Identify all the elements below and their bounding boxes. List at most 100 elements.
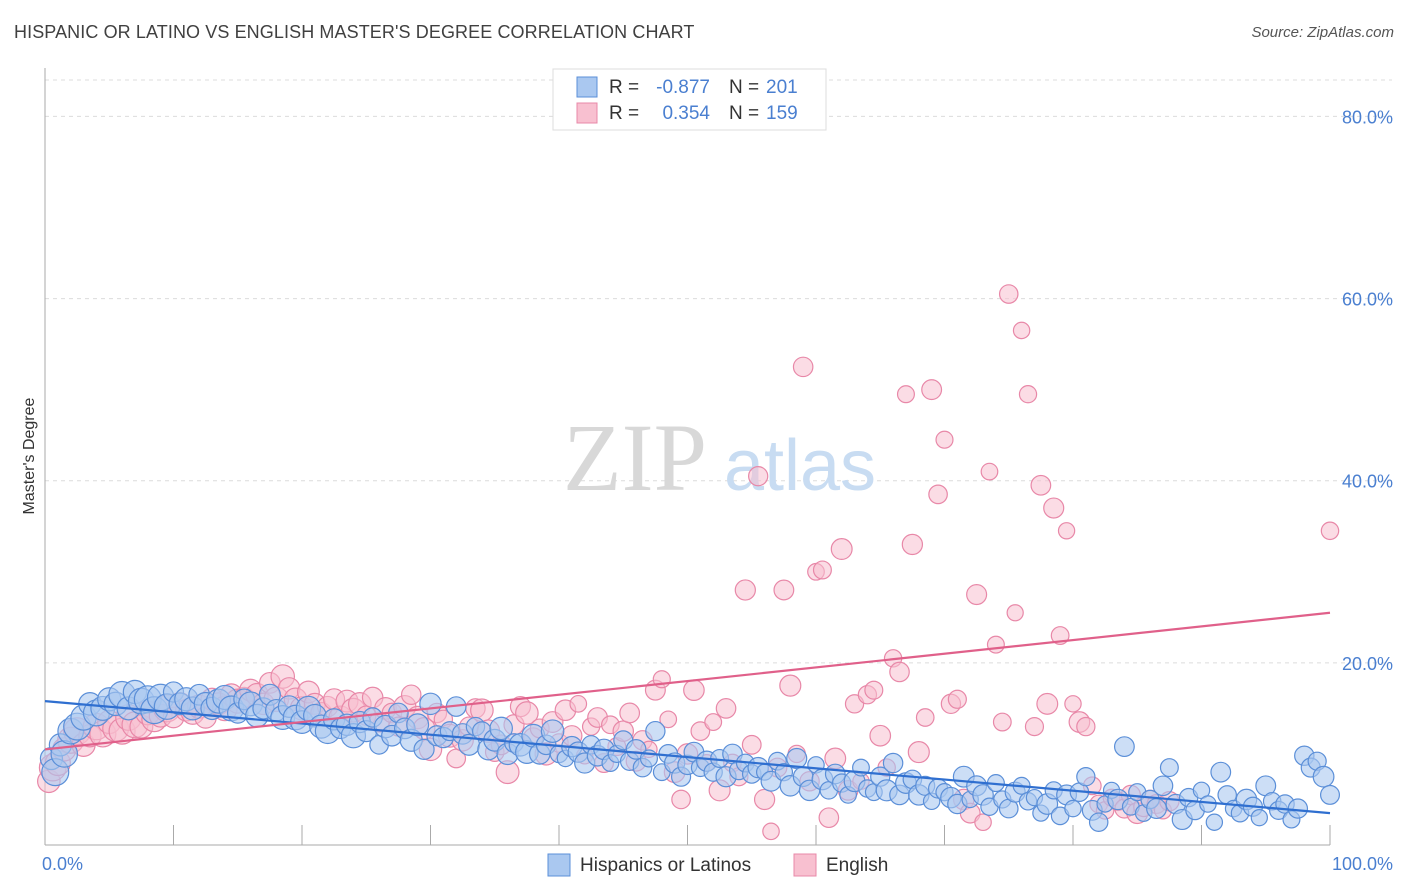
english-point [869, 724, 892, 747]
english-point [762, 822, 780, 841]
hispanic-point [1287, 798, 1309, 819]
legend-bottom-label-blue: Hispanics or Latinos [580, 855, 751, 876]
english-point [619, 702, 641, 724]
english-point [1076, 716, 1096, 737]
hispanic-point [489, 716, 513, 741]
english-point [1030, 474, 1052, 496]
legend-r-value-pink: 0.354 [662, 103, 710, 124]
english-point [830, 538, 853, 561]
source-credit: Source: ZipAtlas.com [1251, 24, 1394, 41]
english-point [1006, 604, 1024, 622]
hispanic-point [1159, 758, 1179, 778]
hispanic-point [1319, 784, 1341, 805]
legend-n-label-pink: N = [729, 103, 759, 124]
english-point [779, 674, 802, 697]
english-point [671, 789, 691, 810]
hispanic-point [1076, 767, 1096, 787]
english-point [901, 533, 924, 556]
legend-swatch-pink [576, 102, 598, 124]
english-point [974, 813, 992, 832]
english-point [741, 734, 762, 755]
english-point [889, 661, 910, 683]
legend-swatch-blue [576, 76, 598, 98]
grid-lines [45, 79, 1392, 664]
english-point [986, 635, 1005, 654]
hispanic-point [786, 747, 808, 770]
x-tick-label-start: 0.0% [42, 854, 83, 874]
x-tick-labels: 0.0% 100.0% [42, 854, 1393, 874]
trend-lines [44, 611, 1331, 815]
hispanic-point [645, 720, 666, 742]
watermark-zip: ZIP [563, 404, 707, 511]
english-point [966, 583, 988, 606]
y-axis-label: Master's Degree [21, 397, 38, 514]
english-point [773, 579, 795, 601]
legend-r-label-blue: R = [609, 77, 639, 98]
legend-stats-box [552, 68, 827, 131]
hispanic-trend-line [44, 700, 1331, 815]
english-point [715, 698, 737, 719]
hispanic-point [1152, 775, 1174, 797]
hispanic-point [1146, 798, 1167, 820]
english-point [1036, 692, 1059, 715]
legend-bottom-swatch-blue [547, 853, 571, 877]
english-point [812, 560, 832, 580]
english-point [569, 694, 588, 713]
x-tick-label-end: 100.0% [1332, 854, 1393, 874]
legend-series: Hispanics or Latinos English [547, 853, 888, 877]
legend-r-value-blue: -0.877 [656, 77, 710, 98]
english-point [864, 680, 884, 700]
english-point [748, 465, 769, 487]
y-tick-label-1: 40.0% [1342, 472, 1393, 492]
hispanic-point [419, 692, 442, 716]
english-point [818, 807, 840, 829]
english-point [659, 710, 678, 729]
english-point [915, 708, 935, 727]
english-point [400, 684, 422, 706]
hispanic-point [50, 740, 79, 768]
hispanic-point [406, 713, 430, 737]
watermark-atlas: atlas [724, 426, 876, 506]
hispanic-point [1113, 736, 1135, 758]
watermark: ZIP atlas [563, 404, 876, 511]
chart-title: HISPANIC OR LATINO VS ENGLISH MASTER'S D… [14, 22, 695, 42]
english-point [921, 379, 943, 401]
hispanic-point [540, 719, 565, 743]
english-point [992, 712, 1012, 732]
english-point [683, 679, 705, 702]
english-point [792, 356, 814, 378]
english-point [515, 701, 539, 725]
english-point [1012, 321, 1031, 340]
english-point [1018, 385, 1038, 404]
legend-n-value-blue: 201 [766, 77, 798, 98]
english-point [928, 484, 948, 505]
legend-n-label-blue: N = [729, 77, 759, 98]
y-tick-label-0: 20.0% [1342, 654, 1393, 674]
english-trend-line [44, 611, 1331, 751]
english-point [1024, 717, 1045, 737]
hispanic-point [1205, 813, 1224, 831]
y-tick-labels: 20.0% 40.0% 60.0% 80.0% [1342, 107, 1393, 673]
axes [44, 68, 1331, 846]
english-point [935, 430, 954, 449]
english-point [753, 788, 776, 811]
hispanic-point [1088, 812, 1109, 833]
english-point [1043, 497, 1065, 519]
hispanic-point [882, 752, 904, 774]
y-tick-label-3: 80.0% [1342, 107, 1393, 127]
english-point [1057, 522, 1076, 540]
hispanic-point [413, 738, 435, 760]
english-point [734, 579, 756, 601]
y-tick-label-2: 60.0% [1342, 290, 1393, 310]
english-point [690, 721, 711, 742]
legend-bottom-swatch-pink [793, 853, 817, 877]
legend-stats: R = -0.877 N = 201 R = 0.354 N = 159 [552, 68, 827, 131]
hispanic-point [1210, 761, 1232, 783]
english-point [998, 284, 1019, 304]
hispanic-points [39, 679, 1341, 833]
english-point [1064, 695, 1082, 713]
english-point [896, 385, 915, 404]
hispanic-point [1250, 809, 1268, 827]
legend-r-label-pink: R = [609, 103, 639, 124]
